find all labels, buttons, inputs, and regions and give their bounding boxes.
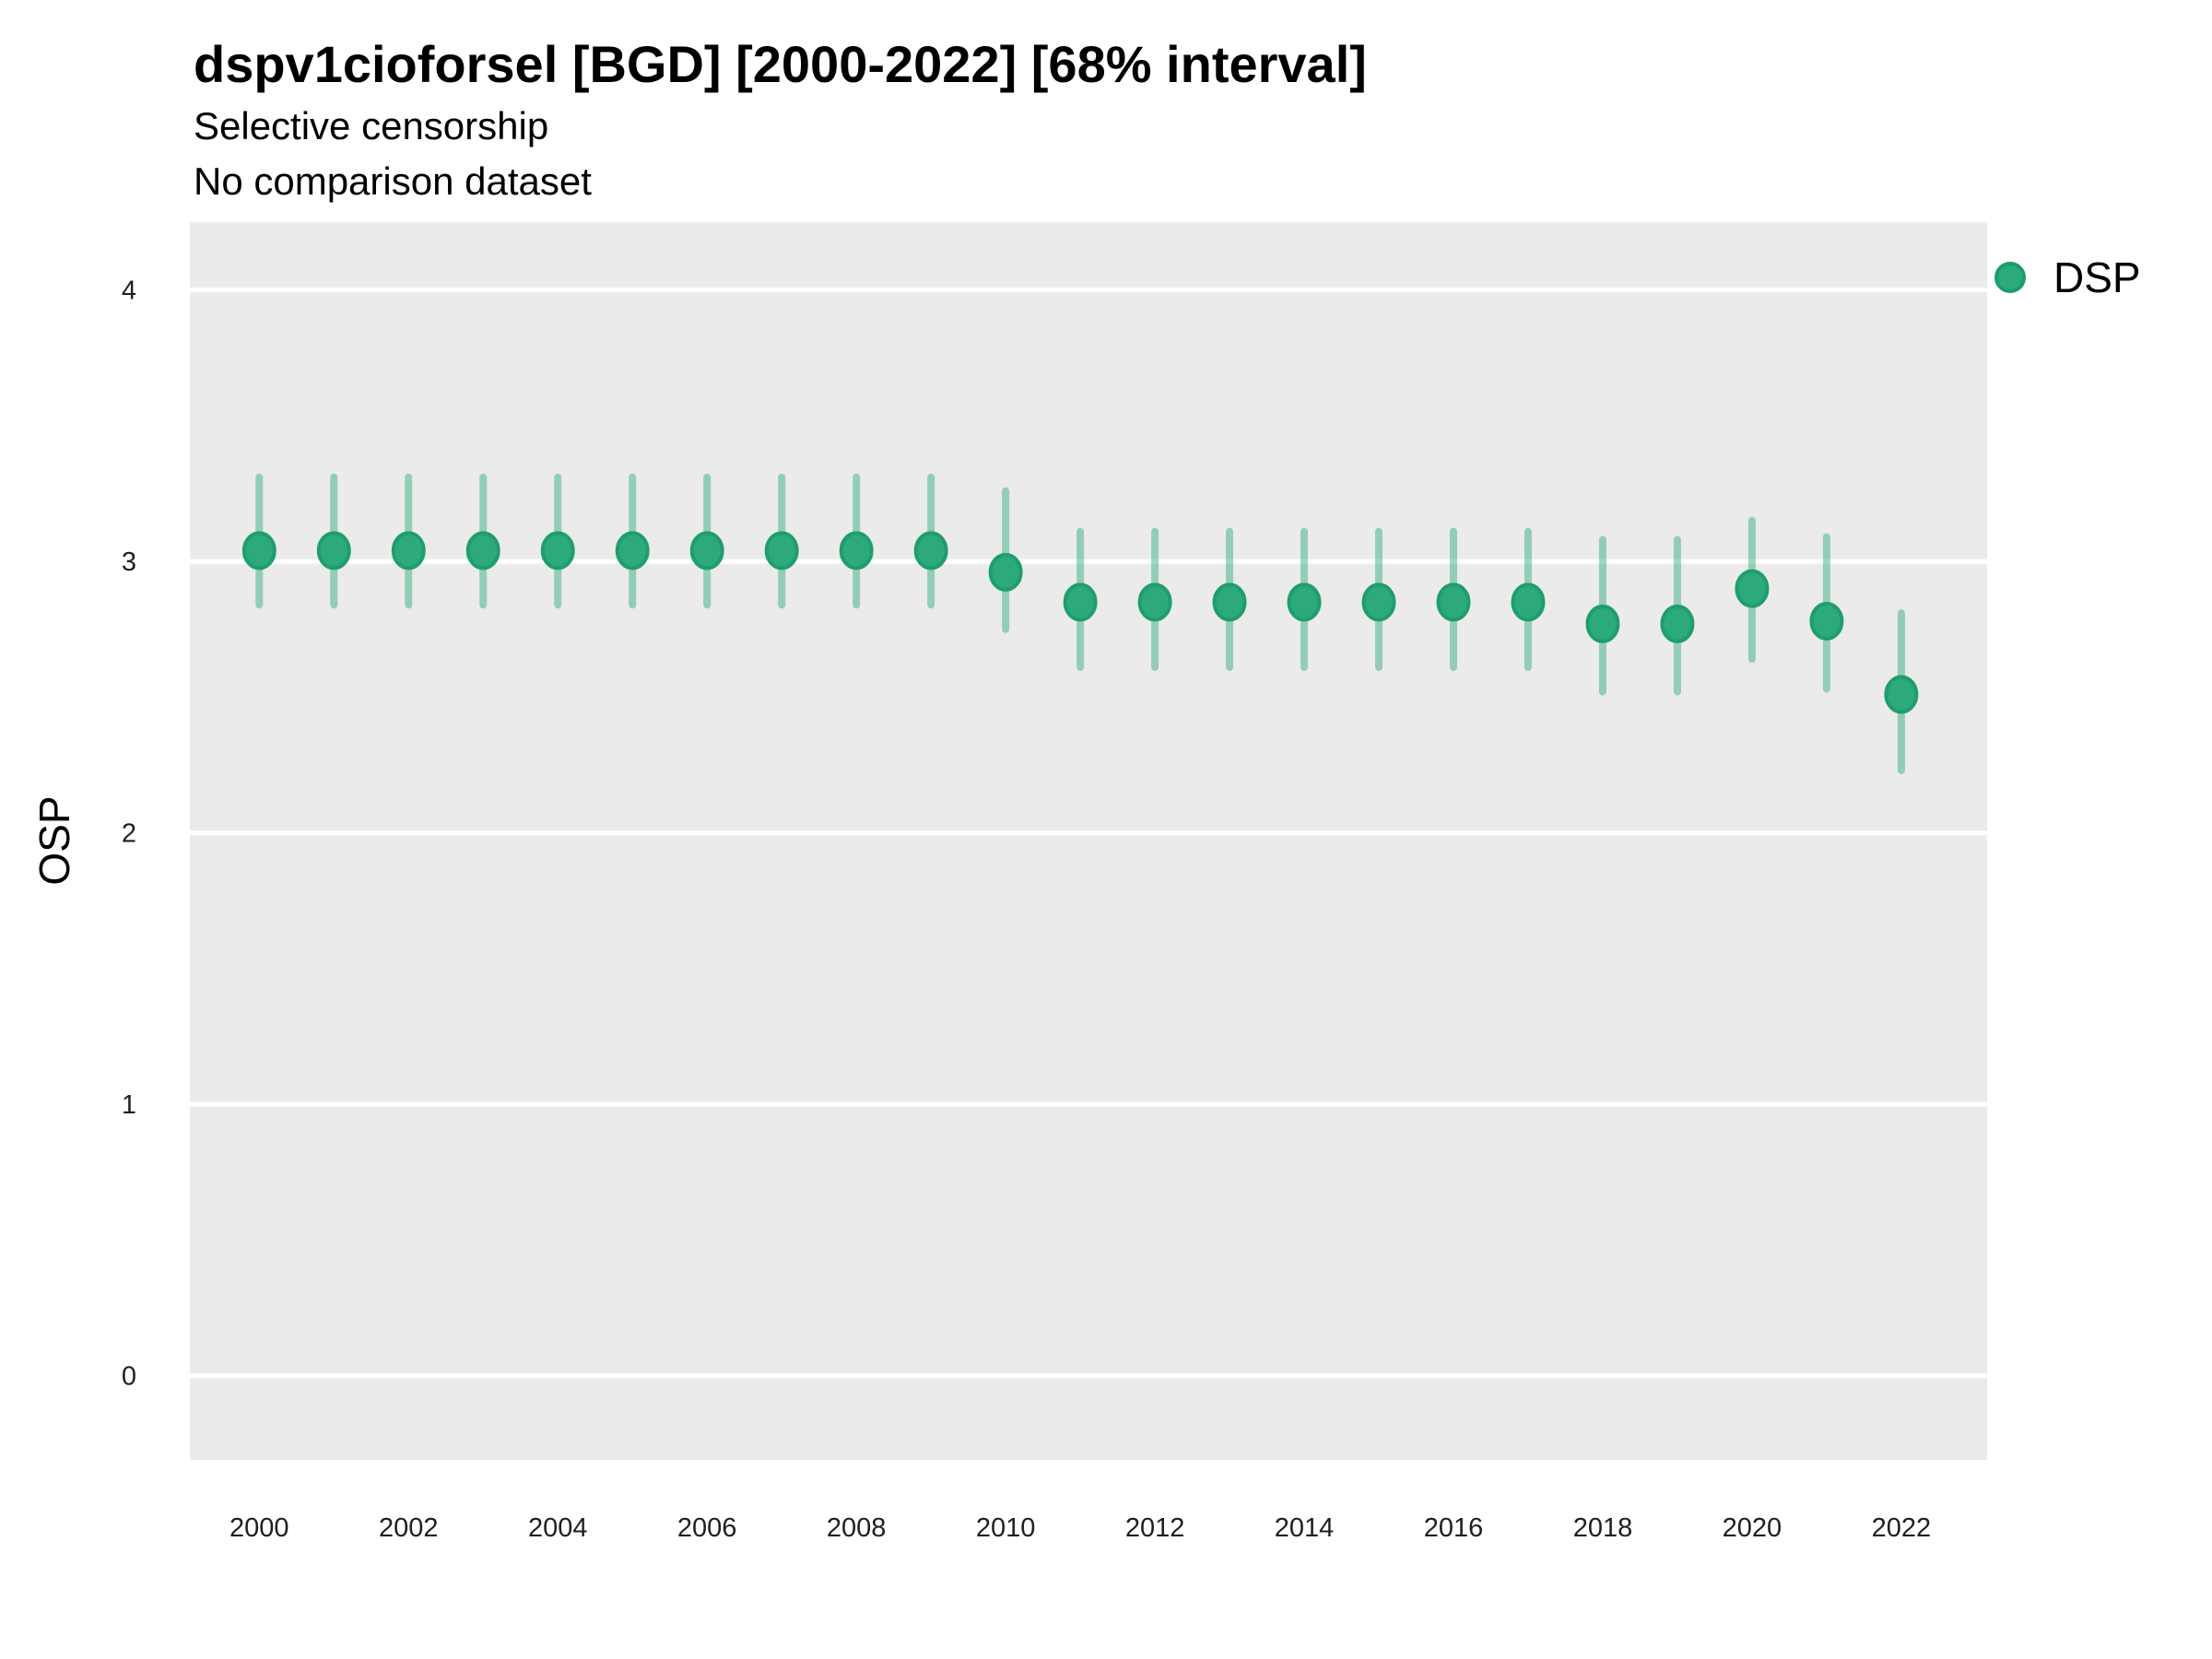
data-point-2000 — [241, 531, 276, 571]
x-tick-label-2000: 2000 — [229, 1513, 289, 1543]
chart-title: dspv1cioforsel [BGD] [2000-2022] [68% in… — [194, 35, 1367, 93]
data-point-2018 — [1585, 604, 1620, 643]
legend-point-icon — [1994, 262, 2026, 293]
x-tick-label-2004: 2004 — [528, 1513, 588, 1543]
data-point-2009 — [913, 531, 948, 571]
data-point-2002 — [391, 531, 426, 571]
x-tick-label-2014: 2014 — [1275, 1513, 1335, 1543]
data-point-2006 — [689, 531, 724, 571]
data-point-2010 — [988, 552, 1023, 592]
chart-subtitle-line1: Selective censorship — [194, 104, 549, 147]
data-point-2013 — [1212, 582, 1247, 622]
data-point-2004 — [540, 531, 575, 571]
data-point-2015 — [1361, 582, 1396, 622]
panel-background — [190, 222, 1987, 1460]
data-point-2003 — [465, 531, 500, 571]
y-tick-label-3: 3 — [122, 547, 136, 577]
chart-subtitle-line2: No comparison dataset — [194, 159, 592, 203]
data-point-2014 — [1287, 582, 1322, 622]
data-point-2005 — [615, 531, 650, 571]
y-tick-label-2: 2 — [122, 819, 136, 849]
x-tick-label-2008: 2008 — [827, 1513, 887, 1543]
data-point-2020 — [1735, 569, 1770, 608]
data-point-2012 — [1137, 582, 1172, 622]
x-tick-label-2012: 2012 — [1125, 1513, 1185, 1543]
x-tick-label-2006: 2006 — [677, 1513, 737, 1543]
data-point-2007 — [764, 531, 799, 571]
data-point-2019 — [1660, 604, 1695, 643]
x-tick-label-2022: 2022 — [1872, 1513, 1932, 1543]
data-point-2008 — [839, 531, 874, 571]
x-tick-label-2016: 2016 — [1424, 1513, 1484, 1543]
data-point-2011 — [1063, 582, 1098, 622]
x-tick-label-2018: 2018 — [1573, 1513, 1633, 1543]
legend-label: DSP — [2053, 253, 2141, 301]
data-point-2022 — [1884, 675, 1919, 714]
legend: DSP — [1994, 253, 2141, 302]
data-point-2001 — [316, 531, 351, 571]
x-tick-label-2010: 2010 — [976, 1513, 1036, 1543]
y-tick-label-1: 1 — [122, 1090, 136, 1120]
data-point-2021 — [1809, 601, 1844, 641]
data-point-2016 — [1436, 582, 1471, 622]
data-point-2017 — [1511, 582, 1546, 622]
y-tick-label-0: 0 — [122, 1362, 136, 1392]
x-tick-label-2020: 2020 — [1723, 1513, 1783, 1543]
y-tick-label-4: 4 — [122, 276, 136, 306]
x-tick-label-2002: 2002 — [379, 1513, 439, 1543]
